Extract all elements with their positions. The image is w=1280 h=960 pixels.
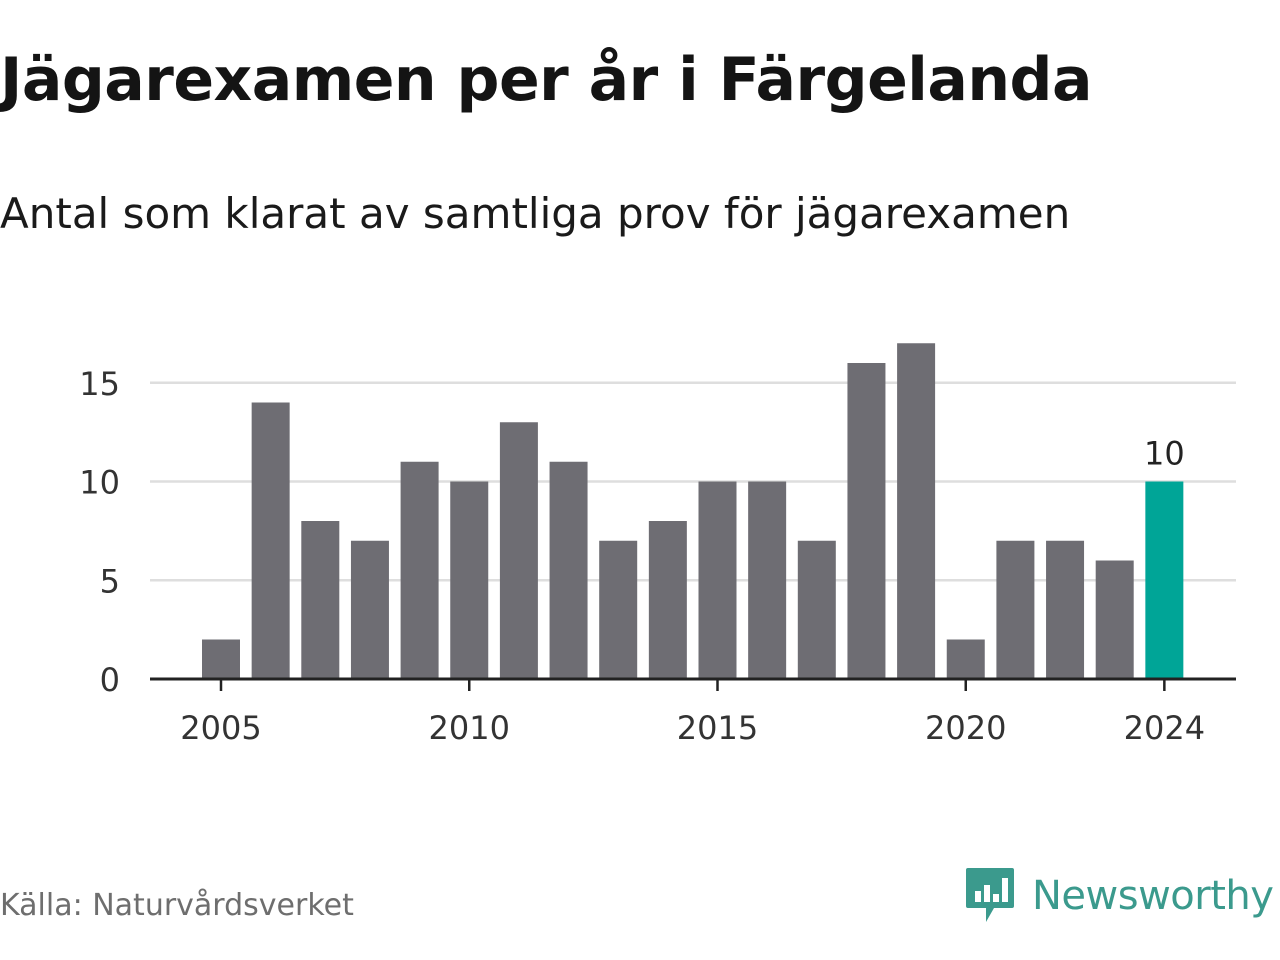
x-tick-label: 2020: [925, 709, 1006, 747]
bar-2005: [202, 639, 240, 679]
bar-2009: [400, 461, 439, 679]
y-tick-label: 5: [100, 562, 120, 600]
bar-2008: [350, 540, 389, 679]
bar-2011: [499, 422, 538, 679]
labels: 0 5 10 15 10 2005 2010 2015 2020 2024: [79, 365, 1205, 747]
bar-2012: [549, 461, 588, 679]
y-tick-label: 10: [79, 464, 120, 502]
bar-2014: [648, 521, 687, 679]
y-tick-label: 0: [100, 661, 120, 699]
bar-2006: [251, 402, 290, 679]
bar-2017: [797, 540, 836, 679]
x-tick-label: 2005: [180, 709, 261, 747]
bar-2021: [996, 540, 1035, 679]
chart-bubble-icon: [966, 868, 1014, 922]
bars: [202, 343, 1184, 679]
axes: [150, 677, 1236, 691]
chart-subtitle: Antal som klarat av samtliga prov för jä…: [0, 189, 1071, 238]
bar-2024: [1145, 481, 1184, 679]
bar-2019: [897, 343, 936, 679]
x-tick-label: 2015: [677, 709, 758, 747]
chart-title: Jägarexamen per år i Färgelanda: [0, 45, 1092, 115]
bar-2016: [748, 481, 787, 679]
bar-2020: [946, 639, 985, 679]
bar-2010: [450, 481, 489, 679]
data-label-2024: 10: [1144, 435, 1185, 473]
brand-logo: Newsworthy: [964, 864, 1274, 928]
bar-2018: [847, 363, 886, 679]
x-tick-label: 2024: [1124, 709, 1205, 747]
bar-2007: [301, 521, 340, 679]
bar-2013: [599, 540, 638, 679]
bar-2022: [1046, 540, 1085, 679]
x-tick-label: 2010: [429, 709, 510, 747]
bar-2015: [698, 481, 737, 679]
y-tick-label: 15: [79, 365, 120, 403]
source-note: Källa: Naturvårdsverket: [0, 888, 354, 923]
brand-name: Newsworthy: [1032, 873, 1274, 919]
bar-2023: [1095, 560, 1134, 679]
